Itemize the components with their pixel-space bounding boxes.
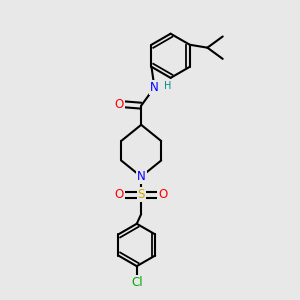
Text: Cl: Cl <box>131 276 142 289</box>
Text: H: H <box>164 81 171 91</box>
Text: N: N <box>137 170 146 183</box>
Text: O: O <box>115 188 124 201</box>
Text: N: N <box>150 81 159 94</box>
Text: O: O <box>158 188 168 201</box>
Text: S: S <box>137 188 145 201</box>
Text: O: O <box>115 98 124 111</box>
